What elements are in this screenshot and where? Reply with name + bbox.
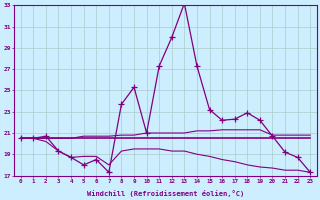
X-axis label: Windchill (Refroidissement éolien,°C): Windchill (Refroidissement éolien,°C) bbox=[87, 190, 244, 197]
